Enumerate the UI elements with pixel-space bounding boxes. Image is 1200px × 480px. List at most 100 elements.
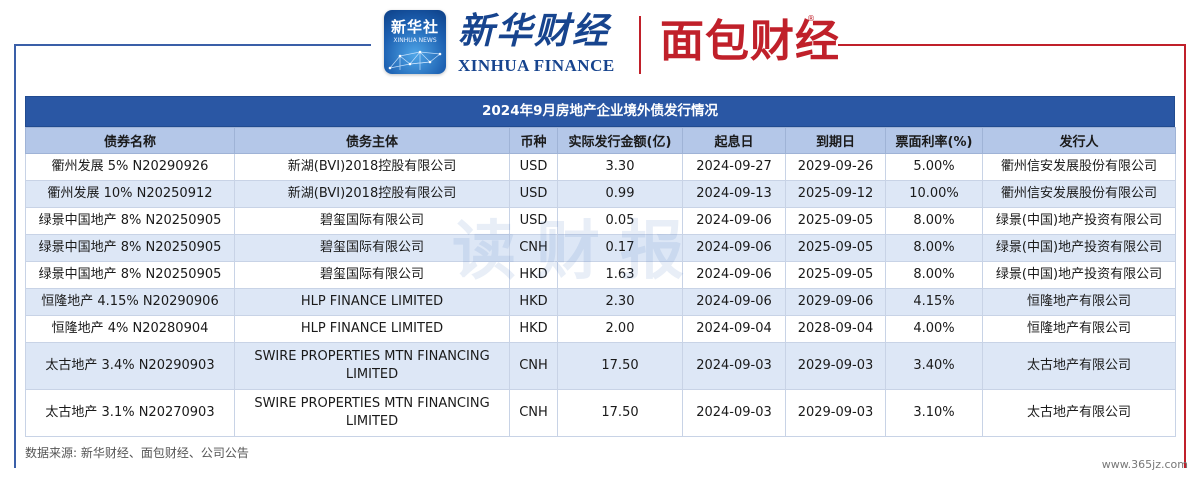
cell-bond-name: 绿景中国地产 8% N20250905 — [25, 207, 235, 235]
cell-coupon-rate: 3.10% — [885, 389, 983, 437]
cell-amount: 0.05 — [557, 207, 683, 235]
cell-bond-name: 恒隆地产 4% N20280904 — [25, 315, 235, 343]
cell-issuer: 衢州信安发展股份有限公司 — [982, 153, 1176, 181]
cell-currency: USD — [509, 207, 558, 235]
xinhua-news-logo: 新华社 XINHUA NEWS — [384, 10, 446, 74]
cell-amount: 17.50 — [557, 342, 683, 390]
data-source-note: 数据来源: 新华财经、面包财经、公司公告 — [25, 446, 249, 460]
cell-debtor: 碧玺国际有限公司 — [234, 207, 510, 235]
cell-maturity-date: 2025-09-05 — [785, 261, 886, 289]
cell-debtor: HLP FINANCE LIMITED — [234, 288, 510, 316]
mianbao-finance-logo: 面包财经 — [660, 16, 840, 67]
table-row: 绿景中国地产 8% N20250905 碧玺国际有限公司 CNH 0.17 20… — [25, 234, 1176, 262]
bond-table: 债券名称 债务主体 币种 实际发行金额(亿) 起息日 到期日 票面利率(%) 发… — [25, 127, 1176, 437]
column-header: 票面利率(%) — [885, 127, 983, 154]
column-header: 到期日 — [785, 127, 886, 154]
cell-debtor: HLP FINANCE LIMITED — [234, 315, 510, 343]
cell-maturity-date: 2029-09-26 — [785, 153, 886, 181]
column-header: 币种 — [509, 127, 558, 154]
cell-debtor: 碧玺国际有限公司 — [234, 234, 510, 262]
page-header: 新华社 XINHUA NEWS 新华财经 XINHUA FINANCE 面包财经… — [0, 0, 1200, 468]
cell-maturity-date: 2029-09-03 — [785, 389, 886, 437]
cell-issuer: 绿景(中国)地产投资有限公司 — [982, 261, 1176, 289]
cell-maturity-date: 2025-09-05 — [785, 207, 886, 235]
table-row: 绿景中国地产 8% N20250905 碧玺国际有限公司 HKD 1.63 20… — [25, 261, 1176, 289]
cell-bond-name: 衢州发展 10% N20250912 — [25, 180, 235, 208]
cell-coupon-rate: 5.00% — [885, 153, 983, 181]
xinhua-finance-cn: 新华财经 — [458, 10, 611, 52]
table-row: 太古地产 3.1% N20270903 SWIRE PROPERTIES MTN… — [25, 389, 1176, 437]
cell-coupon-rate: 8.00% — [885, 261, 983, 289]
logo-divider — [639, 16, 641, 74]
cell-currency: USD — [509, 153, 558, 181]
cell-start-date: 2024-09-27 — [682, 153, 786, 181]
cell-currency: HKD — [509, 315, 558, 343]
xinhua-finance-logo: 新华财经 XINHUA FINANCE — [458, 8, 618, 76]
table-row: 绿景中国地产 8% N20250905 碧玺国际有限公司 USD 0.05 20… — [25, 207, 1176, 235]
column-header: 起息日 — [682, 127, 786, 154]
cell-maturity-date: 2025-09-12 — [785, 180, 886, 208]
column-header: 实际发行金额(亿) — [557, 127, 683, 154]
table-header-row: 债券名称 债务主体 币种 实际发行金额(亿) 起息日 到期日 票面利率(%) 发… — [25, 127, 1176, 154]
cell-maturity-date: 2028-09-04 — [785, 315, 886, 343]
cell-start-date: 2024-09-04 — [682, 315, 786, 343]
cell-amount: 2.00 — [557, 315, 683, 343]
cell-coupon-rate: 3.40% — [885, 342, 983, 390]
frame-rule-left-vertical — [14, 44, 16, 468]
cell-amount: 3.30 — [557, 153, 683, 181]
table-row: 恒隆地产 4% N20280904 HLP FINANCE LIMITED HK… — [25, 315, 1176, 343]
site-watermark: www.365jz.com — [1101, 458, 1188, 471]
cell-debtor: SWIRE PROPERTIES MTN FINANCING LIMITED — [234, 342, 510, 390]
cell-coupon-rate: 8.00% — [885, 234, 983, 262]
cell-amount: 0.17 — [557, 234, 683, 262]
cell-bond-name: 绿景中国地产 8% N20250905 — [25, 261, 235, 289]
frame-rule-right-vertical — [1184, 44, 1186, 468]
cell-issuer: 绿景(中国)地产投资有限公司 — [982, 234, 1176, 262]
cell-start-date: 2024-09-03 — [682, 342, 786, 390]
frame-rule-left — [14, 44, 371, 46]
cell-currency: HKD — [509, 261, 558, 289]
cell-start-date: 2024-09-13 — [682, 180, 786, 208]
table-title: 2024年9月房地产企业境外债发行情况 — [25, 96, 1175, 127]
cell-debtor: SWIRE PROPERTIES MTN FINANCING LIMITED — [234, 389, 510, 437]
cell-bond-name: 太古地产 3.1% N20270903 — [25, 389, 235, 437]
column-header: 债券名称 — [25, 127, 235, 154]
registered-mark: ® — [807, 14, 815, 23]
cell-debtor: 新湖(BVI)2018控股有限公司 — [234, 153, 510, 181]
network-icon — [388, 50, 442, 70]
cell-start-date: 2024-09-06 — [682, 207, 786, 235]
cell-currency: USD — [509, 180, 558, 208]
cell-currency: CNH — [509, 389, 558, 437]
cell-currency: CNH — [509, 234, 558, 262]
cell-maturity-date: 2029-09-06 — [785, 288, 886, 316]
table-row: 太古地产 3.4% N20290903 SWIRE PROPERTIES MTN… — [25, 342, 1176, 390]
bond-table-container: 2024年9月房地产企业境外债发行情况 债券名称 债务主体 币种 实际发行金额(… — [25, 96, 1176, 437]
cell-start-date: 2024-09-06 — [682, 261, 786, 289]
cell-issuer: 恒隆地产有限公司 — [982, 315, 1176, 343]
cell-start-date: 2024-09-06 — [682, 288, 786, 316]
cell-issuer: 绿景(中国)地产投资有限公司 — [982, 207, 1176, 235]
cell-maturity-date: 2029-09-03 — [785, 342, 886, 390]
cell-coupon-rate: 10.00% — [885, 180, 983, 208]
table-row: 恒隆地产 4.15% N20290906 HLP FINANCE LIMITED… — [25, 288, 1176, 316]
xinhua-news-logo-title: 新华社 — [390, 18, 439, 36]
table-row: 衢州发展 10% N20250912 新湖(BVI)2018控股有限公司 USD… — [25, 180, 1176, 208]
cell-coupon-rate: 4.15% — [885, 288, 983, 316]
cell-currency: HKD — [509, 288, 558, 316]
cell-coupon-rate: 8.00% — [885, 207, 983, 235]
cell-amount: 2.30 — [557, 288, 683, 316]
cell-amount: 1.63 — [557, 261, 683, 289]
cell-bond-name: 绿景中国地产 8% N20250905 — [25, 234, 235, 262]
cell-issuer: 衢州信安发展股份有限公司 — [982, 180, 1176, 208]
cell-bond-name: 恒隆地产 4.15% N20290906 — [25, 288, 235, 316]
cell-bond-name: 衢州发展 5% N20290926 — [25, 153, 235, 181]
cell-coupon-rate: 4.00% — [885, 315, 983, 343]
cell-currency: CNH — [509, 342, 558, 390]
xinhua-finance-en: XINHUA FINANCE — [458, 56, 615, 75]
cell-bond-name: 太古地产 3.4% N20290903 — [25, 342, 235, 390]
cell-start-date: 2024-09-03 — [682, 389, 786, 437]
cell-issuer: 恒隆地产有限公司 — [982, 288, 1176, 316]
cell-start-date: 2024-09-06 — [682, 234, 786, 262]
cell-issuer: 太古地产有限公司 — [982, 342, 1176, 390]
column-header: 债务主体 — [234, 127, 510, 154]
